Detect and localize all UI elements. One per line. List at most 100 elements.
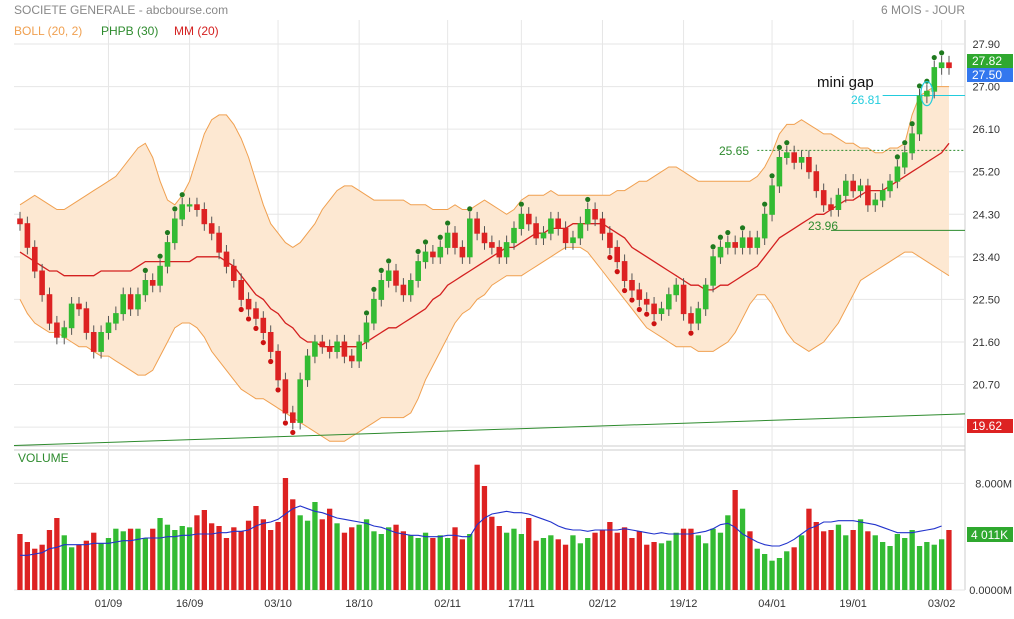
new-high-marker <box>902 140 908 146</box>
volume-bar <box>61 535 67 590</box>
volume-bar <box>939 539 945 590</box>
new-high-marker <box>157 253 163 259</box>
price-tick-label: 25.20 <box>972 167 1000 179</box>
volume-bar <box>739 508 746 590</box>
volume-bar <box>268 530 274 590</box>
volume-bar <box>39 544 45 590</box>
new-high-marker <box>415 248 421 255</box>
new-low-marker <box>275 387 281 393</box>
volume-bar <box>113 528 119 590</box>
new-high-marker <box>445 220 451 226</box>
new-high-marker <box>467 206 473 212</box>
volume-bar <box>533 540 539 590</box>
volume-bar <box>150 528 156 590</box>
candle-up <box>186 204 193 207</box>
candle-down <box>223 251 230 267</box>
candle-down <box>201 209 208 225</box>
date-tick-label: 18/10 <box>345 598 373 610</box>
candle-down <box>39 270 45 296</box>
volume-bar <box>806 508 812 590</box>
new-low-marker <box>245 316 252 322</box>
candle-down <box>341 341 348 357</box>
candle-down <box>349 355 355 362</box>
new-high-marker <box>437 234 443 240</box>
candle-down <box>46 294 53 324</box>
candles <box>17 55 952 430</box>
new-high-marker <box>769 173 775 179</box>
new-high-marker <box>386 258 392 264</box>
candle-up <box>408 280 414 296</box>
candle-down <box>260 317 267 333</box>
volume-bar <box>452 527 458 590</box>
new-high-marker <box>363 310 370 316</box>
volume-bar <box>223 538 230 590</box>
candle-down <box>393 270 399 286</box>
volume-bar <box>902 538 908 590</box>
volume-bar <box>69 547 75 590</box>
candle-down <box>319 341 326 348</box>
candle-up <box>113 313 119 324</box>
date-tick-label: 04/01 <box>758 598 786 610</box>
volume-bar <box>717 532 724 590</box>
new-high-marker <box>776 144 783 151</box>
new-high-marker <box>717 234 724 240</box>
volume-bar <box>710 528 716 590</box>
volume-bar <box>607 522 613 590</box>
candle-up <box>894 166 901 182</box>
candle-down <box>216 232 222 253</box>
volume-bar <box>703 543 709 590</box>
volume-bar <box>592 532 598 590</box>
candle-up <box>798 157 805 163</box>
trend-line <box>13 413 966 447</box>
candle-down <box>636 289 643 300</box>
candle-up <box>371 298 377 324</box>
candle-up <box>61 327 68 338</box>
candle-down <box>599 218 606 234</box>
new-low-marker <box>688 330 694 336</box>
date-tick-label: 03/02 <box>928 598 956 610</box>
moving-average <box>19 142 950 348</box>
volume-bar <box>275 522 281 590</box>
volume-bar <box>238 531 244 590</box>
new-high-marker <box>916 83 923 89</box>
volume-title: VOLUME <box>18 451 69 465</box>
volume-bar <box>511 528 517 590</box>
new-low-marker <box>651 321 657 327</box>
new-high-marker <box>931 54 937 61</box>
candle-up <box>909 133 915 154</box>
volume-bar <box>857 519 864 590</box>
volume-bar <box>24 542 30 590</box>
candle-up <box>843 180 849 196</box>
volume-tick-label: 8.000M <box>975 478 1012 490</box>
candle-down <box>238 280 244 300</box>
date-tick-label: 02/11 <box>434 598 461 610</box>
volume-badge-text: 4 011K <box>971 528 1008 542</box>
candle-down <box>275 350 281 381</box>
candle-up <box>761 213 768 239</box>
volume-bar <box>216 526 222 590</box>
candle-up <box>164 242 171 267</box>
volume-bar <box>430 538 436 590</box>
candle-down <box>452 232 458 248</box>
last-close-badge-text: 27.50 <box>972 68 1002 82</box>
candle-down <box>562 227 569 244</box>
volume-bar <box>54 518 60 590</box>
candle-down <box>946 62 952 69</box>
candle-down <box>326 346 333 352</box>
last-high-badge <box>967 54 1013 68</box>
volume-bar <box>201 510 207 590</box>
volume-bar <box>562 544 569 590</box>
volume-bar <box>526 518 532 590</box>
new-high-marker <box>939 50 945 56</box>
candle-up <box>378 280 385 300</box>
new-high-marker <box>371 286 377 292</box>
candle-down <box>791 152 798 163</box>
volume-bar <box>644 544 650 590</box>
last-high-badge-text: 27.82 <box>972 54 1002 68</box>
phpb-label-lower: 23.96 <box>808 219 838 233</box>
candle-up <box>157 265 163 286</box>
candle-down <box>208 223 215 234</box>
legend-phpb: PHPB (30) <box>101 24 158 38</box>
volume-bar <box>231 527 237 590</box>
